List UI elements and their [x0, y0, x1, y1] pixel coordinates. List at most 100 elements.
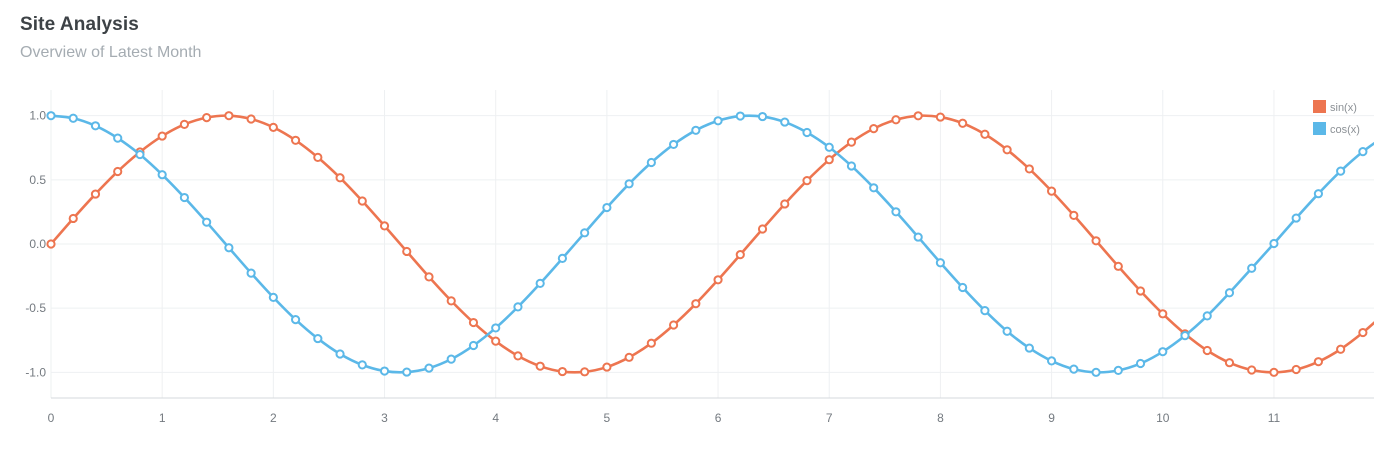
data-point[interactable] — [1002, 326, 1012, 336]
data-point[interactable] — [824, 155, 834, 165]
data-point[interactable] — [157, 170, 167, 180]
data-point[interactable] — [424, 363, 434, 373]
data-point[interactable] — [1046, 186, 1057, 196]
data-point[interactable] — [1046, 356, 1057, 366]
data-point[interactable] — [891, 207, 901, 217]
data-point[interactable] — [1382, 132, 1389, 139]
data-point[interactable] — [580, 367, 590, 377]
data-point[interactable] — [1269, 367, 1279, 377]
data-point[interactable] — [246, 114, 256, 124]
data-point[interactable] — [691, 125, 701, 135]
data-point[interactable] — [1202, 311, 1212, 321]
data-point[interactable] — [735, 111, 745, 121]
data-point[interactable] — [68, 113, 78, 123]
data-point[interactable] — [157, 131, 167, 141]
data-point[interactable] — [313, 152, 323, 162]
data-point[interactable] — [1002, 145, 1012, 155]
data-point[interactable] — [691, 299, 701, 309]
data-point[interactable] — [90, 189, 101, 199]
data-point[interactable] — [846, 137, 857, 147]
data-point[interactable] — [1382, 309, 1389, 316]
data-point[interactable] — [802, 127, 812, 138]
data-point[interactable] — [1247, 365, 1257, 375]
data-point[interactable] — [958, 282, 968, 293]
data-point[interactable] — [202, 112, 212, 123]
data-point[interactable] — [1024, 343, 1034, 353]
data-point[interactable] — [913, 232, 923, 242]
data-point[interactable] — [935, 258, 946, 268]
data-point[interactable] — [113, 166, 123, 177]
data-point[interactable] — [179, 192, 190, 203]
data-point[interactable] — [1291, 213, 1301, 223]
data-point[interactable] — [68, 213, 78, 224]
data-point[interactable] — [1069, 364, 1079, 374]
data-point[interactable] — [290, 314, 301, 325]
data-point[interactable] — [1269, 238, 1279, 249]
data-point[interactable] — [402, 367, 412, 377]
data-point[interactable] — [1224, 288, 1235, 298]
data-point[interactable] — [980, 306, 990, 316]
data-point[interactable] — [824, 142, 834, 152]
data-point[interactable] — [379, 366, 390, 376]
data-point[interactable] — [646, 157, 656, 168]
data-point[interactable] — [424, 272, 434, 282]
data-point[interactable] — [357, 360, 367, 370]
data-point[interactable] — [1336, 344, 1346, 354]
data-point[interactable] — [1224, 358, 1235, 368]
data-point[interactable] — [668, 320, 679, 330]
data-point[interactable] — [1091, 236, 1101, 246]
data-point[interactable] — [802, 176, 812, 186]
data-point[interactable] — [980, 129, 990, 139]
data-point[interactable] — [379, 221, 390, 231]
data-point[interactable] — [513, 351, 523, 361]
data-point[interactable] — [335, 173, 345, 183]
data-point[interactable] — [668, 139, 679, 150]
data-point[interactable] — [402, 246, 412, 257]
data-point[interactable] — [268, 122, 278, 132]
data-point[interactable] — [646, 338, 656, 348]
data-point[interactable] — [1336, 166, 1346, 176]
legend[interactable]: sin(x) cos(x) — [1313, 100, 1360, 136]
data-point[interactable] — [757, 224, 768, 234]
data-point[interactable] — [913, 111, 923, 121]
data-point[interactable] — [90, 121, 101, 131]
data-point[interactable] — [735, 250, 745, 260]
data-point[interactable] — [1358, 147, 1368, 157]
data-point[interactable] — [1358, 327, 1368, 338]
data-point[interactable] — [1024, 164, 1034, 174]
data-point[interactable] — [1247, 263, 1257, 273]
data-point[interactable] — [869, 124, 879, 134]
data-point[interactable] — [135, 149, 145, 160]
data-point[interactable] — [513, 302, 523, 312]
data-point[interactable] — [1313, 357, 1324, 367]
data-point[interactable] — [958, 118, 968, 128]
data-point[interactable] — [846, 161, 857, 171]
data-point[interactable] — [535, 278, 545, 288]
data-point[interactable] — [1158, 309, 1168, 319]
data-point[interactable] — [335, 349, 345, 359]
data-point[interactable] — [935, 112, 946, 122]
data-point[interactable] — [1180, 331, 1190, 341]
data-point[interactable] — [446, 296, 456, 306]
data-point[interactable] — [468, 340, 479, 351]
data-point[interactable] — [224, 111, 234, 121]
data-point[interactable] — [1069, 210, 1079, 220]
data-point[interactable] — [313, 333, 323, 344]
data-point[interactable] — [202, 217, 212, 227]
data-point[interactable] — [446, 354, 456, 364]
data-point[interactable] — [357, 196, 367, 206]
data-point[interactable] — [713, 275, 723, 285]
data-point[interactable] — [113, 133, 123, 143]
data-point[interactable] — [268, 292, 278, 302]
data-point[interactable] — [246, 268, 256, 278]
data-point[interactable] — [491, 336, 501, 346]
data-point[interactable] — [869, 183, 879, 193]
legend-item[interactable]: cos(x) — [1313, 122, 1360, 136]
data-point[interactable] — [1291, 364, 1301, 375]
data-point[interactable] — [1113, 261, 1123, 271]
data-point[interactable] — [891, 115, 901, 125]
data-point[interactable] — [468, 317, 479, 328]
data-point[interactable] — [1202, 345, 1212, 356]
legend-item[interactable]: sin(x) — [1313, 100, 1357, 114]
data-point[interactable] — [46, 239, 56, 249]
